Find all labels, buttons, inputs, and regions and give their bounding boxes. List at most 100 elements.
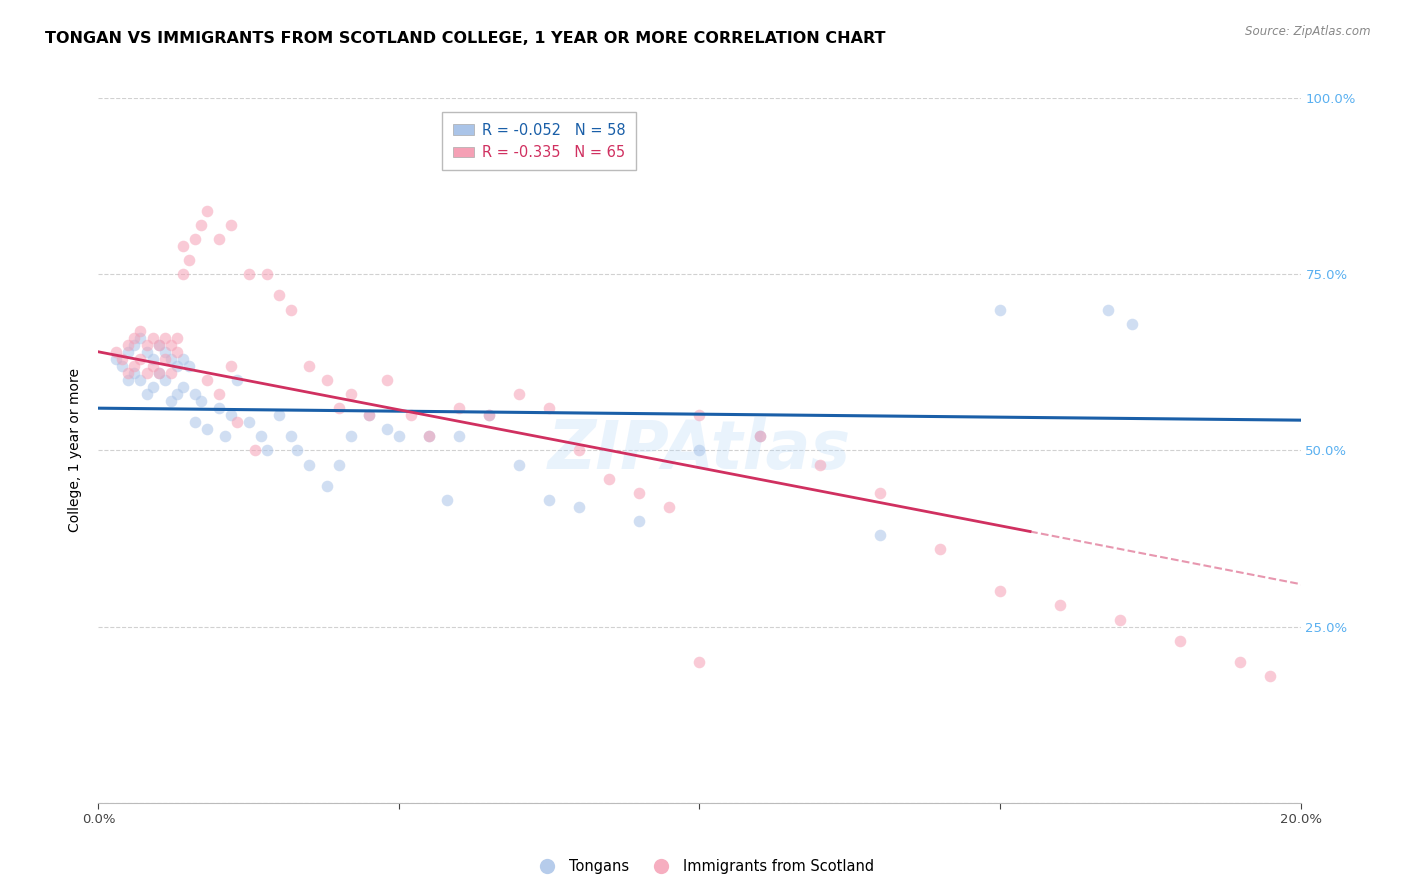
Point <box>124 359 146 373</box>
Point <box>172 239 194 253</box>
Point <box>124 366 146 380</box>
Point <box>159 338 181 352</box>
Point <box>568 443 591 458</box>
Point <box>315 478 337 492</box>
Point <box>208 401 231 416</box>
Point <box>538 401 561 416</box>
Point <box>280 429 302 443</box>
Point <box>219 218 242 232</box>
Point <box>688 408 710 422</box>
Point <box>117 373 139 387</box>
Point <box>141 331 163 345</box>
Point <box>111 351 134 366</box>
Point <box>238 268 260 282</box>
Y-axis label: College, 1 year or more: College, 1 year or more <box>69 368 83 533</box>
Point <box>129 331 152 345</box>
Point <box>388 429 411 443</box>
Point <box>159 351 181 366</box>
Point <box>1170 633 1192 648</box>
Point <box>195 373 218 387</box>
Point <box>688 443 710 458</box>
Point <box>219 408 242 422</box>
Point <box>447 401 470 416</box>
Point <box>177 359 200 373</box>
Point <box>298 458 321 472</box>
Point <box>280 302 302 317</box>
Point <box>869 485 891 500</box>
Point <box>166 344 188 359</box>
Point <box>153 373 176 387</box>
Point <box>418 429 440 443</box>
Point <box>1109 613 1132 627</box>
Point <box>447 429 470 443</box>
Point <box>478 408 501 422</box>
Point <box>375 422 398 436</box>
Point <box>166 331 188 345</box>
Point <box>285 443 308 458</box>
Point <box>249 429 271 443</box>
Point <box>129 373 152 387</box>
Point <box>190 218 212 232</box>
Point <box>172 380 194 394</box>
Point <box>190 394 212 409</box>
Point <box>135 366 157 380</box>
Point <box>183 387 205 401</box>
Point <box>267 288 290 302</box>
Point <box>214 429 236 443</box>
Point <box>628 514 651 528</box>
Point <box>267 408 290 422</box>
Point <box>929 542 952 557</box>
Point <box>135 338 157 352</box>
Point <box>225 373 247 387</box>
Point <box>328 401 350 416</box>
Point <box>124 338 146 352</box>
Text: TONGAN VS IMMIGRANTS FROM SCOTLAND COLLEGE, 1 YEAR OR MORE CORRELATION CHART: TONGAN VS IMMIGRANTS FROM SCOTLAND COLLE… <box>45 31 886 46</box>
Point <box>183 232 205 246</box>
Point <box>988 302 1011 317</box>
Point <box>148 366 170 380</box>
Point <box>1049 599 1071 613</box>
Point <box>141 359 163 373</box>
Point <box>159 394 181 409</box>
Point <box>328 458 350 472</box>
Legend: Tongans, Immigrants from Scotland: Tongans, Immigrants from Scotland <box>526 854 880 880</box>
Point <box>598 472 620 486</box>
Point <box>748 429 770 443</box>
Legend: R = -0.052   N = 58, R = -0.335   N = 65: R = -0.052 N = 58, R = -0.335 N = 65 <box>443 112 636 170</box>
Point <box>1121 317 1143 331</box>
Text: Source: ZipAtlas.com: Source: ZipAtlas.com <box>1246 25 1371 38</box>
Point <box>538 492 561 507</box>
Point <box>183 415 205 429</box>
Point <box>195 422 218 436</box>
Point <box>148 338 170 352</box>
Point <box>315 373 337 387</box>
Point <box>105 351 128 366</box>
Point <box>508 387 530 401</box>
Point <box>399 408 422 422</box>
Point <box>1229 655 1251 669</box>
Text: ZIPAtlas: ZIPAtlas <box>548 417 851 483</box>
Point <box>256 443 278 458</box>
Point <box>357 408 380 422</box>
Point <box>148 338 170 352</box>
Point <box>111 359 134 373</box>
Point <box>172 351 194 366</box>
Point <box>375 373 398 387</box>
Point <box>357 408 380 422</box>
Point <box>340 429 363 443</box>
Point <box>1097 302 1119 317</box>
Point <box>658 500 681 514</box>
Point <box>225 415 247 429</box>
Point <box>508 458 530 472</box>
Point <box>177 253 200 268</box>
Point <box>148 366 170 380</box>
Point <box>129 351 152 366</box>
Point <box>141 351 163 366</box>
Point <box>166 387 188 401</box>
Point <box>105 344 128 359</box>
Point <box>117 338 139 352</box>
Point <box>135 344 157 359</box>
Point <box>808 458 831 472</box>
Point <box>256 268 278 282</box>
Point <box>436 492 458 507</box>
